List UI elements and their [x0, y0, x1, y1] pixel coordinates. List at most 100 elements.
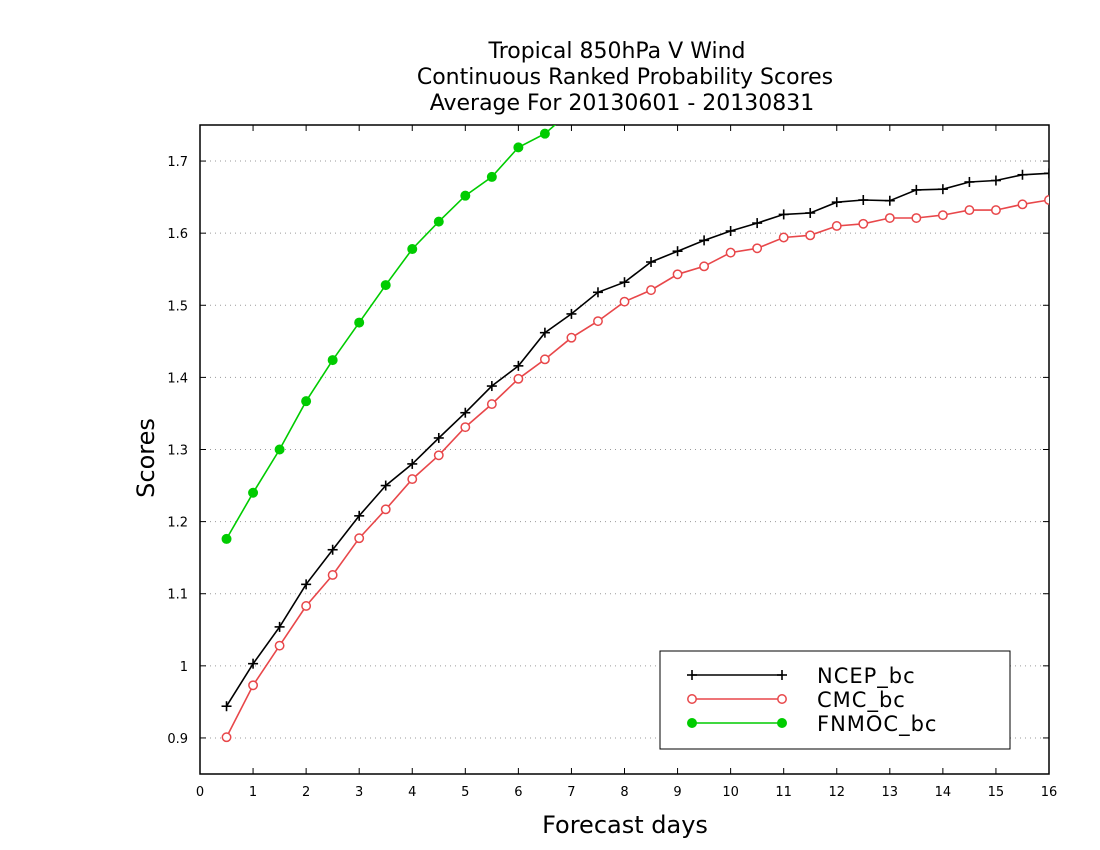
x-tick-label: 9 — [673, 785, 681, 800]
y-tick-label: 1.6 — [167, 227, 188, 242]
y-tick-label: 1.3 — [167, 444, 188, 459]
y-tick-label: 1 — [180, 660, 188, 675]
data-point-NCEP_bc-12 — [539, 327, 550, 338]
data-point-CMC_bc-4 — [327, 570, 338, 580]
y-tick-label: 1.4 — [167, 371, 188, 386]
y-axis-label: Scores — [132, 418, 160, 498]
data-point-CMC_bc-16 — [646, 285, 656, 296]
data-point-CMC_bc-0 — [221, 732, 232, 743]
legend-label-FNMOC_bc: FNMOC_bc — [817, 712, 937, 737]
data-point-NCEP_bc-17 — [672, 246, 683, 257]
data-point-NCEP_bc-25 — [884, 195, 895, 206]
data-point-NCEP_bc-1 — [248, 658, 259, 669]
data-point-NCEP_bc-24 — [858, 194, 869, 205]
data-point-CMC_bc-23 — [831, 221, 842, 231]
data-point-NCEP_bc-22 — [805, 207, 816, 218]
legend-box — [659, 650, 1011, 750]
data-point-FNMOC_bc-12 — [539, 128, 550, 139]
data-point-NCEP_bc-4 — [327, 544, 338, 555]
data-point-NCEP_bc-7 — [407, 458, 418, 469]
legend-marker-right-FNMOC_bc — [777, 718, 787, 728]
data-point-CMC_bc-18 — [699, 261, 710, 272]
data-point-FNMOC_bc-4 — [327, 355, 338, 366]
x-axis: 0 1 2 3 4 5 6 7 8 9 10 11 12 13 14 15 16 — [196, 125, 1057, 800]
legend-marker-right-CMC_bc — [777, 694, 787, 704]
data-point-FNMOC_bc-0 — [221, 533, 232, 544]
y-tick-label: 0.9 — [167, 732, 188, 747]
data-point-FNMOC_bc-5 — [354, 317, 365, 328]
data-point-CMC_bc-14 — [593, 316, 603, 327]
x-tick-label: 11 — [775, 785, 792, 800]
data-point-CMC_bc-30 — [1017, 199, 1028, 210]
data-point-CMC_bc-21 — [778, 232, 789, 243]
data-point-NCEP_bc-29 — [990, 175, 1001, 186]
data-point-NCEP_bc-26 — [911, 184, 922, 195]
x-tick-label: 7 — [567, 785, 575, 800]
legend-label-CMC_bc: CMC_bc — [817, 688, 906, 713]
data-point-CMC_bc-6 — [380, 504, 391, 515]
x-tick-label: 16 — [1041, 785, 1058, 800]
data-point-NCEP_bc-11 — [513, 360, 524, 371]
chart-title-line-2: Continuous Ranked Probability Scores — [417, 65, 833, 90]
x-tick-label: 0 — [196, 785, 204, 800]
data-point-FNMOC_bc-11 — [513, 142, 524, 153]
x-tick-label: 1 — [249, 785, 257, 800]
data-point-CMC_bc-9 — [460, 422, 471, 433]
data-point-CMC_bc-31 — [1044, 195, 1049, 205]
data-point-CMC_bc-28 — [964, 205, 975, 216]
data-point-CMC_bc-1 — [248, 680, 259, 691]
data-point-CMC_bc-10 — [486, 399, 497, 410]
data-point-CMC_bc-13 — [566, 332, 577, 343]
data-point-NCEP_bc-8 — [433, 432, 444, 443]
data-point-CMC_bc-24 — [858, 218, 869, 229]
data-point-FNMOC_bc-1 — [248, 487, 259, 498]
data-point-CMC_bc-22 — [805, 230, 816, 241]
y-tick-label: 1.7 — [167, 155, 188, 170]
data-point-CMC_bc-19 — [725, 247, 736, 258]
legend-marker-left-CMC_bc — [687, 694, 697, 704]
data-point-NCEP_bc-31 — [1044, 168, 1049, 179]
x-tick-label: 6 — [514, 785, 522, 800]
data-point-FNMOC_bc-2 — [274, 444, 285, 455]
data-point-NCEP_bc-23 — [831, 197, 842, 208]
data-point-FNMOC_bc-3 — [301, 396, 312, 407]
data-point-NCEP_bc-27 — [937, 184, 948, 195]
data-point-CMC_bc-3 — [301, 601, 312, 611]
chart-title-line-3: Average For 20130601 - 20130831 — [430, 91, 815, 116]
data-point-CMC_bc-11 — [513, 373, 524, 384]
series-line-FNMOC_bc — [225, 125, 557, 540]
data-point-FNMOC_bc-6 — [380, 280, 391, 291]
data-point-NCEP_bc-9 — [460, 407, 471, 418]
data-point-NCEP_bc-2 — [274, 621, 285, 632]
data-point-CMC_bc-2 — [274, 640, 285, 651]
y-axis: 0.9 1 1.1 1.2 1.3 1.4 1.5 1.6 1.7 — [167, 155, 1049, 747]
x-axis-label: Forecast days — [542, 811, 708, 839]
data-point-NCEP_bc-30 — [1017, 169, 1028, 180]
y-tick-label: 1.5 — [167, 299, 188, 314]
data-point-CMC_bc-29 — [990, 205, 1001, 216]
data-point-CMC_bc-5 — [354, 533, 365, 544]
x-tick-label: 15 — [988, 785, 1005, 800]
data-point-NCEP_bc-18 — [699, 235, 710, 246]
data-point-NCEP_bc-0 — [221, 701, 232, 712]
y-tick-label: 1.2 — [167, 516, 188, 531]
x-tick-label: 2 — [302, 785, 310, 800]
data-point-NCEP_bc-5 — [354, 510, 365, 521]
data-point-FNMOC_bc-7 — [407, 244, 418, 255]
legend-marker-left-NCEP_bc — [687, 670, 697, 680]
data-point-NCEP_bc-13 — [566, 308, 577, 319]
data-point-CMC_bc-7 — [407, 474, 418, 485]
chart-title-line-1: Tropical 850hPa V Wind — [487, 39, 745, 64]
x-tick-label: 10 — [722, 785, 739, 800]
data-point-CMC_bc-8 — [433, 450, 444, 461]
x-tick-label: 12 — [828, 785, 845, 800]
data-point-NCEP_bc-3 — [301, 579, 312, 590]
x-tick-label: 4 — [408, 785, 416, 800]
x-tick-label: 13 — [882, 785, 899, 800]
data-point-CMC_bc-26 — [911, 213, 922, 223]
x-tick-label: 3 — [355, 785, 363, 800]
legend-label-NCEP_bc: NCEP_bc — [817, 664, 916, 689]
data-point-FNMOC_bc-8 — [433, 216, 444, 227]
